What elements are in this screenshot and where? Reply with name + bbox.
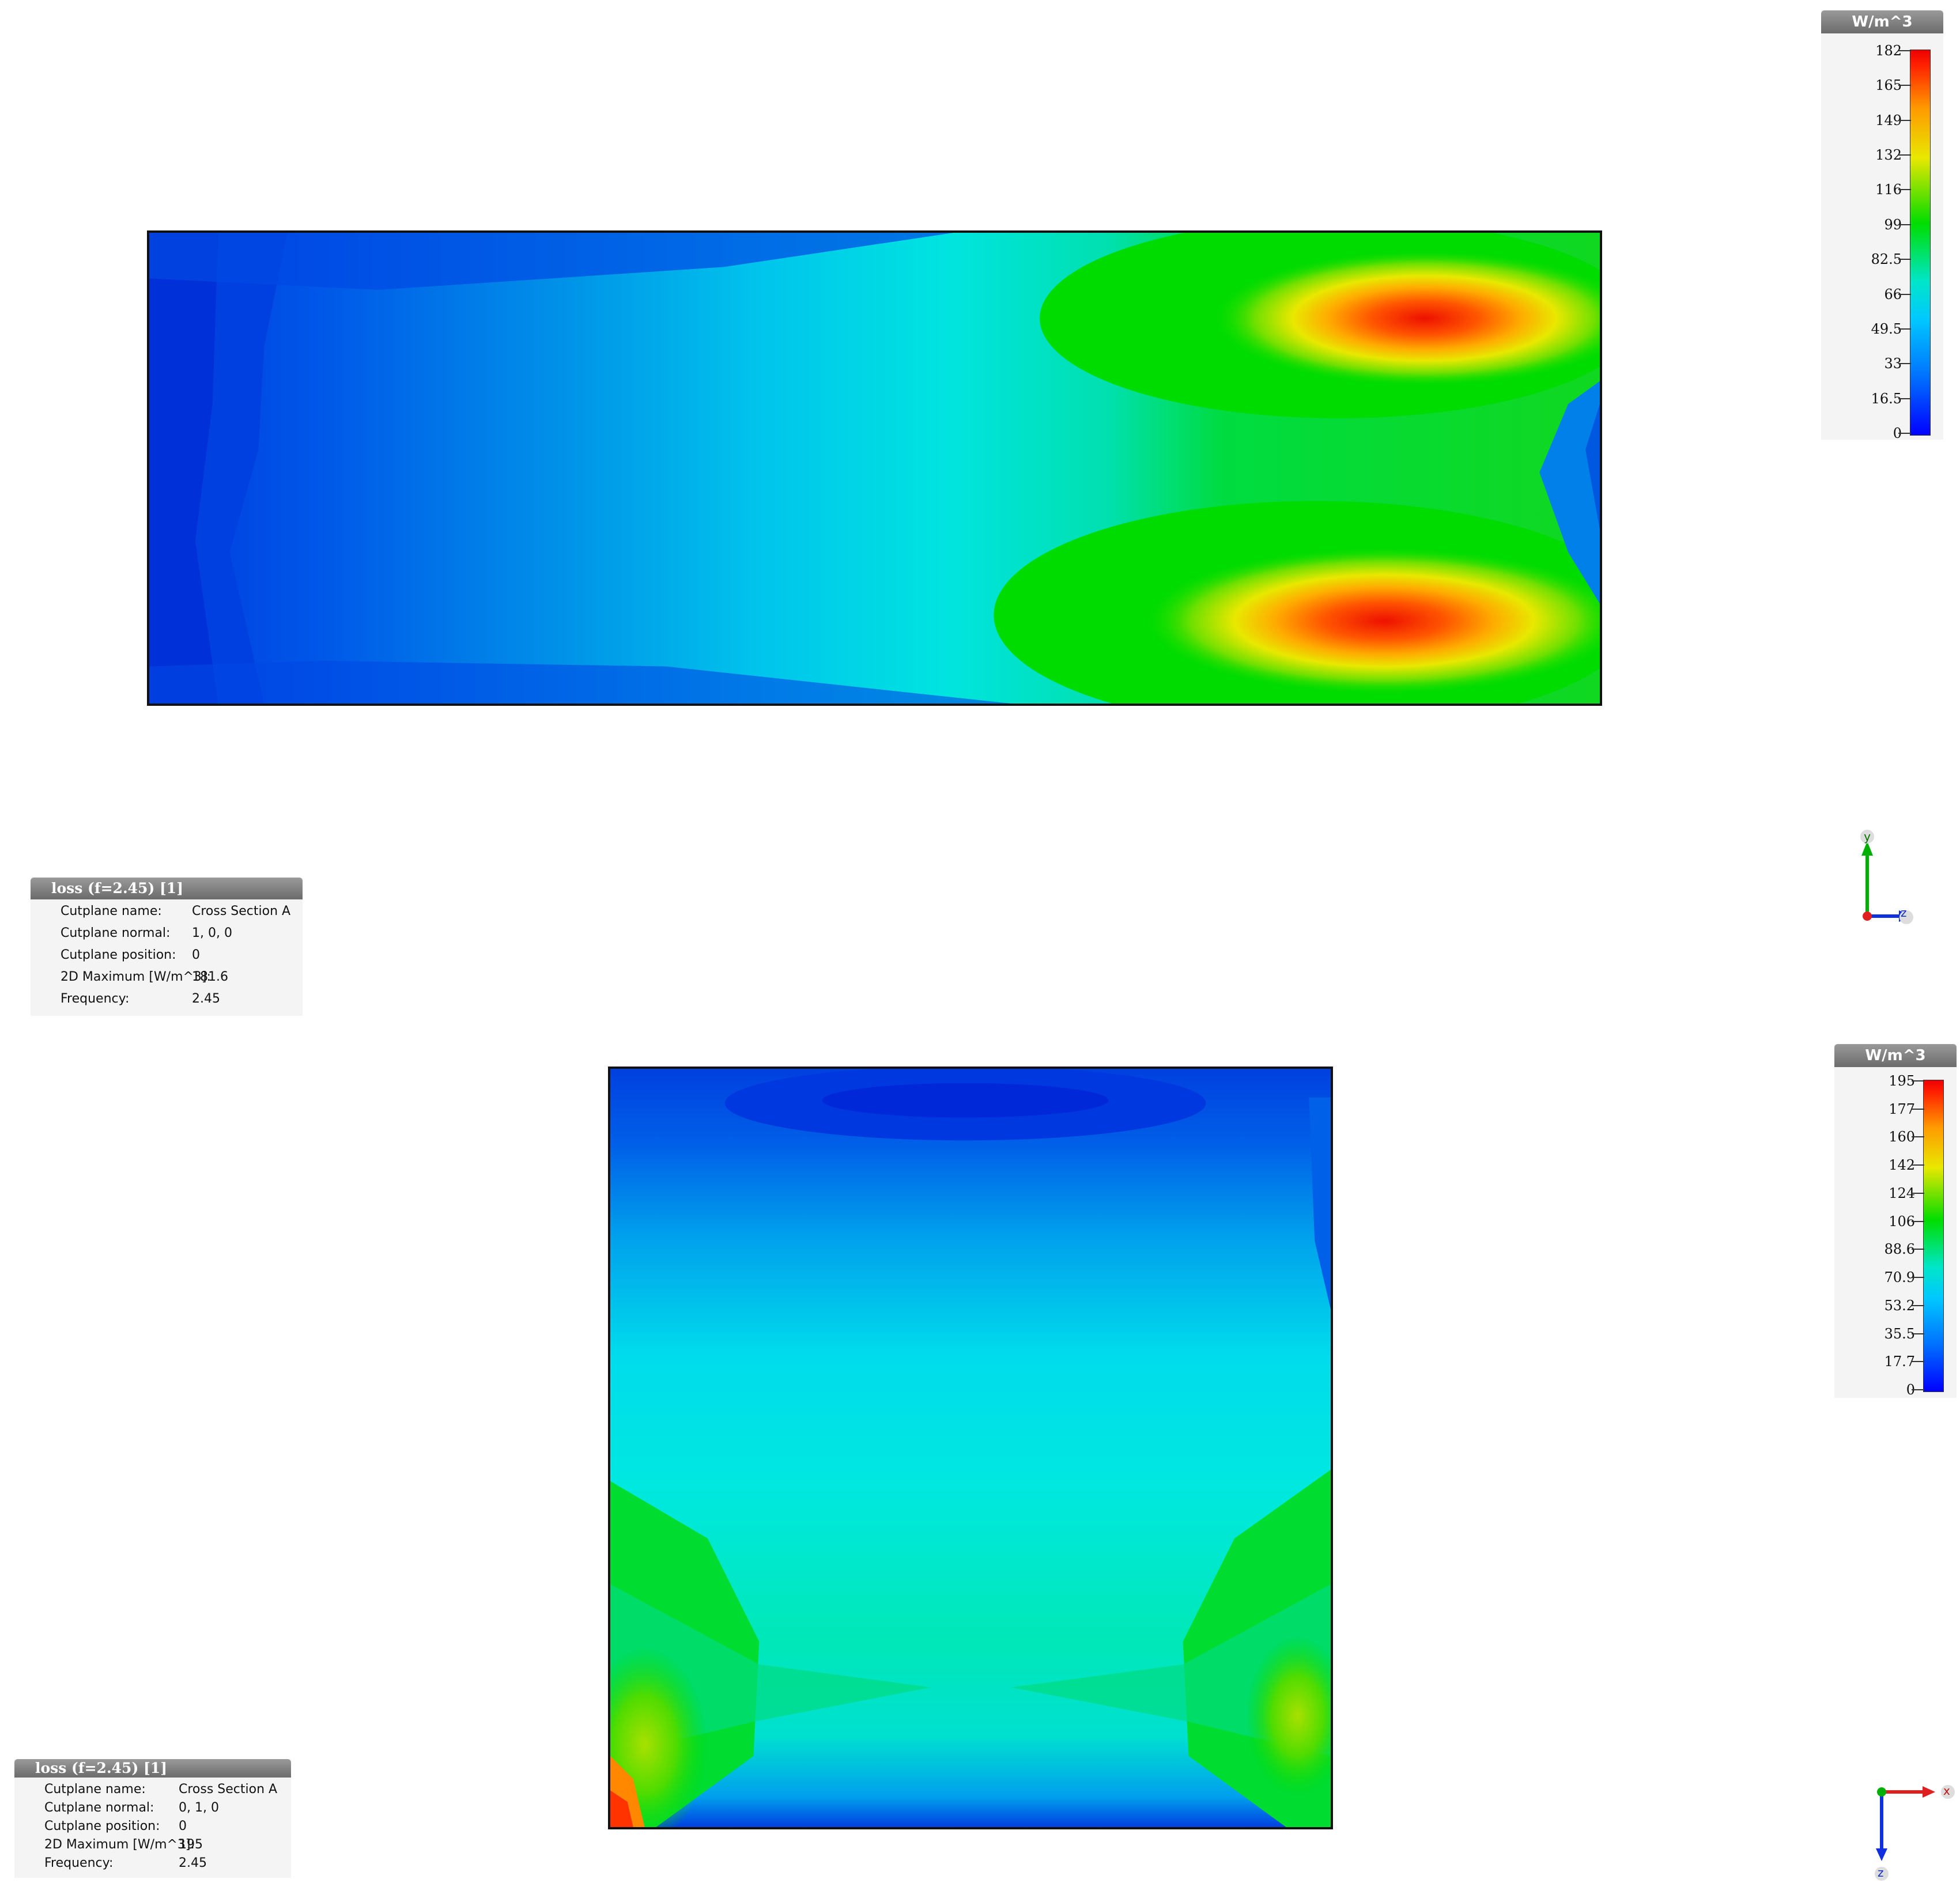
legend-tick-label: 88.6 bbox=[1884, 1241, 1915, 1258]
legend-tick-mark bbox=[1912, 1277, 1924, 1279]
info-key: 2D Maximum [W/m^3]: bbox=[44, 1837, 195, 1852]
info-value: 2.45 bbox=[179, 1856, 207, 1870]
legend-tick-mark bbox=[1912, 1164, 1924, 1166]
bottom-axis-triad: x z bbox=[1867, 1775, 1960, 1884]
legend-tick-mark bbox=[1898, 433, 1911, 434]
info-key: Frequency: bbox=[61, 992, 130, 1006]
legend-tick-mark bbox=[1898, 50, 1911, 51]
legend-tick-label: 177 bbox=[1889, 1101, 1915, 1117]
legend-tick-mark bbox=[1912, 1361, 1924, 1363]
info-value: Cross Section A bbox=[192, 904, 291, 918]
info-title: loss (f=2.45) [1] bbox=[31, 878, 303, 899]
z-axis-label: z bbox=[1901, 906, 1907, 920]
x-axis-label: x bbox=[1943, 1784, 1950, 1798]
legend-tick-mark bbox=[1912, 1192, 1924, 1194]
info-value: 2.45 bbox=[192, 992, 220, 1006]
info-row: Cutplane name: Cross Section A bbox=[31, 899, 303, 921]
info-row: Cutplane name: Cross Section A bbox=[14, 1778, 291, 1797]
legend-tick-label: 53.2 bbox=[1884, 1297, 1915, 1314]
legend-unit: W/m^3 bbox=[1821, 10, 1943, 33]
legend-tick-mark bbox=[1898, 363, 1911, 365]
info-row: 2D Maximum [W/m^3]: 195 bbox=[14, 1833, 291, 1852]
info-value: 181.6 bbox=[192, 970, 228, 984]
info-row: Cutplane position: 0 bbox=[31, 943, 303, 965]
info-key: Cutplane normal: bbox=[44, 1801, 154, 1815]
legend-color-bar bbox=[1923, 1080, 1944, 1392]
bottom-info-box: loss (f=2.45) [1] Cutplane name: Cross Se… bbox=[14, 1759, 291, 1878]
legend-tick-label: 142 bbox=[1889, 1157, 1915, 1174]
legend-tick-mark bbox=[1912, 1080, 1924, 1081]
legend-tick-mark bbox=[1912, 1108, 1924, 1110]
legend-tick-label: 70.9 bbox=[1884, 1269, 1915, 1286]
legend-color-bar bbox=[1910, 50, 1931, 436]
legend-tick-mark bbox=[1912, 1389, 1924, 1390]
legend-tick-label: 165 bbox=[1875, 77, 1902, 94]
info-key: Cutplane position: bbox=[61, 948, 176, 962]
top-axis-triad: y z bbox=[1815, 824, 1913, 933]
info-row: Frequency: 2.45 bbox=[14, 1851, 291, 1870]
info-value: 195 bbox=[179, 1837, 203, 1852]
info-value: 0 bbox=[192, 948, 200, 962]
legend-tick-label: 160 bbox=[1889, 1129, 1915, 1145]
info-row: Cutplane position: 0 bbox=[14, 1814, 291, 1833]
legend-tick-mark bbox=[1912, 1136, 1924, 1138]
info-row: 2D Maximum [W/m^3]: 181.6 bbox=[31, 965, 303, 987]
legend-tick-label: 182 bbox=[1875, 43, 1902, 59]
legend-tick-label: 82.5 bbox=[1871, 251, 1902, 268]
top-field-plot[interactable] bbox=[147, 230, 1602, 706]
legend-tick-mark bbox=[1898, 293, 1911, 295]
legend-tick-mark bbox=[1898, 328, 1911, 330]
bottom-field-plot[interactable] bbox=[608, 1067, 1333, 1829]
legend-tick-label: 149 bbox=[1875, 112, 1902, 128]
legend-tick-mark bbox=[1898, 85, 1911, 86]
legend-tick-label: 49.5 bbox=[1871, 320, 1902, 337]
info-key: Frequency: bbox=[44, 1856, 114, 1870]
legend-tick-label: 16.5 bbox=[1871, 390, 1902, 407]
legend-tick-mark bbox=[1898, 119, 1911, 121]
z-axis-label: z bbox=[1878, 1866, 1884, 1880]
info-key: Cutplane name: bbox=[44, 1782, 146, 1797]
legend-tick-mark bbox=[1912, 1333, 1924, 1334]
legend-unit: W/m^3 bbox=[1834, 1044, 1957, 1067]
bottom-colorbar-legend: W/m^3 195 177 160 142 124 106 88.6 70.9 53.2 35.5… bbox=[1834, 1044, 1957, 1398]
y-axis-label: y bbox=[1864, 830, 1871, 844]
info-key: 2D Maximum [W/m^3]: bbox=[61, 970, 211, 984]
info-row: Cutplane normal: 0, 1, 0 bbox=[14, 1796, 291, 1815]
info-value: 0 bbox=[179, 1819, 187, 1833]
top-info-box: loss (f=2.45) [1] Cutplane name: Cross Se… bbox=[31, 878, 303, 1016]
legend-tick-label: 0 bbox=[1893, 425, 1902, 441]
legend-tick-label: 35.5 bbox=[1884, 1325, 1915, 1342]
legend-tick-mark bbox=[1912, 1249, 1924, 1250]
top-colorbar-legend: W/m^3 182 165 149 132 116 99 82.5 66 49.5 33 16.5 0 bbox=[1821, 10, 1943, 441]
legend-tick-mark bbox=[1912, 1304, 1924, 1306]
legend-tick-label: 132 bbox=[1875, 147, 1902, 164]
info-row: Frequency: 2.45 bbox=[31, 987, 303, 1009]
legend-tick-mark bbox=[1898, 259, 1911, 260]
info-row: Cutplane normal: 1, 0, 0 bbox=[31, 921, 303, 943]
info-key: Cutplane name: bbox=[61, 904, 162, 918]
legend-tick-label: 124 bbox=[1889, 1185, 1915, 1201]
info-value: 0, 1, 0 bbox=[179, 1801, 219, 1815]
legend-tick-mark bbox=[1912, 1220, 1924, 1222]
legend-tick-mark bbox=[1898, 154, 1911, 156]
info-key: Cutplane normal: bbox=[61, 926, 171, 940]
legend-tick-label: 116 bbox=[1875, 181, 1902, 198]
info-key: Cutplane position: bbox=[44, 1819, 160, 1833]
legend-tick-mark bbox=[1898, 224, 1911, 225]
legend-tick-mark bbox=[1898, 398, 1911, 399]
info-value: Cross Section A bbox=[179, 1782, 278, 1797]
legend-tick-label: 195 bbox=[1889, 1073, 1915, 1089]
legend-tick-label: 0 bbox=[1906, 1382, 1915, 1398]
legend-tick-label: 17.7 bbox=[1884, 1353, 1915, 1370]
info-value: 1, 0, 0 bbox=[192, 926, 232, 940]
info-title: loss (f=2.45) [1] bbox=[14, 1759, 291, 1778]
legend-tick-label: 106 bbox=[1889, 1213, 1915, 1230]
legend-tick-mark bbox=[1898, 189, 1911, 191]
